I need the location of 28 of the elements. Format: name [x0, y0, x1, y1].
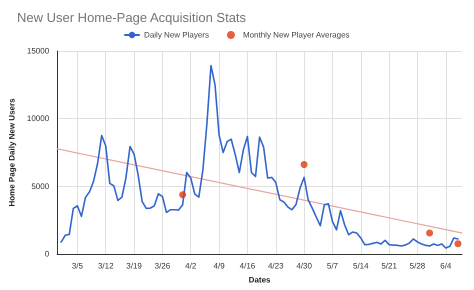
x-tick-label: 4/2 [185, 262, 197, 270]
x-axis-title: Dates [248, 276, 272, 284]
point [179, 191, 186, 198]
x-tick-label: 5/28 [410, 262, 426, 270]
x-tick-label: 3/19 [126, 262, 142, 270]
chart-title: New User Home-Page Acquisition Stats [17, 10, 247, 25]
y-tick-label: 10000 [26, 114, 50, 124]
y-tick-label: 0 [44, 250, 50, 258]
x-tick-label: 5/7 [326, 262, 339, 270]
point [426, 230, 434, 237]
point [300, 161, 308, 168]
point [454, 240, 462, 248]
y-axis-title: Home Page Daily New Users [8, 98, 16, 207]
x-tick-label: 4/16 [240, 262, 256, 270]
y-tick-label: 5000 [31, 182, 50, 191]
x-tick-label: 3/12 [98, 262, 114, 270]
x-tick-label: 4/23 [268, 262, 284, 270]
x-tick-label: 4/30 [296, 262, 312, 270]
x-tick-label: 4/9 [214, 262, 226, 270]
y-tick-label: 15000 [26, 46, 50, 56]
x-tick-label: 5/21 [381, 262, 398, 270]
x-tick-label: 3/5 [72, 262, 84, 270]
legend-label: Daily New Players [144, 30, 209, 40]
legend-label: Monthly New Player Averages [242, 30, 350, 40]
x-tick-label: 6/4 [440, 262, 452, 270]
x-tick-label: 5/14 [352, 262, 370, 270]
x-tick-label: 3/26 [154, 262, 171, 270]
line-series [60, 64, 459, 249]
